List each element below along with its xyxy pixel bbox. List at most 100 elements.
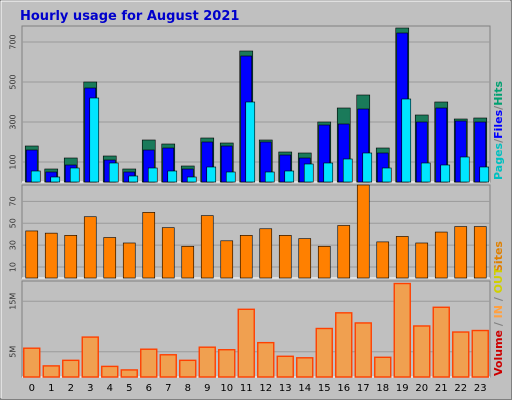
x-tick-label: 22: [454, 383, 467, 394]
volume-bar: [276, 355, 294, 378]
x-tick-label: 14: [298, 383, 311, 394]
panel-1-ytick-label: 50: [9, 218, 18, 228]
pages-bar: [342, 158, 353, 183]
sites-bar: [395, 236, 409, 279]
x-tick-label: 7: [165, 383, 171, 394]
x-tick-label: 11: [240, 383, 253, 394]
x-tick-label: 17: [357, 383, 370, 394]
volume-bar: [335, 312, 353, 378]
panel-0: 100 300 500 700: [9, 25, 491, 183]
sites-bar: [356, 184, 370, 279]
volume-bar: [432, 306, 450, 378]
x-tick-label: 8: [185, 383, 191, 394]
pages-bar: [186, 176, 197, 183]
side-label-2: Volume / IN / OUT: [492, 267, 505, 376]
pages-bar: [284, 170, 295, 183]
legend-separator: /: [492, 293, 505, 305]
sites-bar: [239, 235, 253, 279]
legend-separator: /: [492, 138, 505, 143]
panel-1-ytick-label: 10: [9, 262, 18, 272]
pages-bar: [225, 171, 236, 183]
x-tick-label: 3: [87, 383, 93, 394]
x-tick-label: 1: [48, 383, 54, 394]
sites-bar: [161, 227, 175, 279]
volume-bar: [393, 282, 411, 378]
pages-bar: [206, 166, 217, 183]
panel-0-ytick-label: 100: [9, 154, 18, 169]
pages-bar: [479, 166, 490, 183]
sites-bar: [434, 231, 448, 279]
x-axis: 0 1 2 3 4 5 6 7 8 9 10 11 12 13 14 15 16 17 18 19 20 21 22 23: [29, 383, 487, 394]
panel-0-ytick-label: 500: [9, 74, 18, 89]
volume-bar: [42, 365, 60, 378]
pages-bar: [147, 167, 158, 183]
volume-bar: [159, 354, 177, 378]
x-tick-label: 2: [68, 383, 74, 394]
panel-0-ytick-label: 700: [9, 34, 18, 49]
legend-separator: /: [492, 318, 505, 330]
x-tick-label: 0: [29, 383, 35, 394]
volume-bar: [198, 346, 216, 378]
panel-1: 10 30 50 70: [9, 184, 491, 279]
sites-bar: [454, 226, 468, 279]
sites-bar: [259, 228, 273, 279]
volume-bar: [471, 329, 489, 378]
pages-bar: [108, 162, 119, 183]
side-label-0-text: Pages/Files/Hits: [492, 81, 505, 180]
pages-bar: [381, 167, 392, 183]
sites-legend-label: Sites: [492, 241, 505, 272]
sites-bar: [181, 245, 195, 279]
pages-bar: [459, 156, 470, 183]
volume-bar: [179, 359, 197, 378]
pages-bar: [30, 170, 41, 183]
x-tick-label: 5: [126, 383, 132, 394]
sites-bar: [220, 240, 234, 279]
out-legend-label: OUT: [492, 267, 505, 293]
sites-bar: [298, 238, 312, 279]
side-label-2-text: Volume / IN / OUT: [492, 267, 505, 376]
x-tick-label: 16: [337, 383, 350, 394]
pages-bar: [167, 170, 178, 183]
panel-1-ytick-label: 30: [9, 240, 18, 250]
panel-1-ytick-label: 70: [9, 196, 18, 206]
x-tick-label: 19: [396, 383, 409, 394]
volume-bar: [81, 336, 99, 378]
volume-legend-label: Volume: [492, 330, 505, 376]
x-tick-label: 20: [415, 383, 428, 394]
volume-bar: [374, 356, 392, 378]
sites-bar: [64, 235, 78, 279]
pages-bar: [264, 171, 275, 183]
sites-bar: [103, 237, 117, 279]
files-legend-label: Files: [492, 109, 505, 139]
panel-2-ytick-label: 15M: [9, 293, 18, 310]
volume-bar: [452, 331, 470, 378]
x-tick-label: 10: [220, 383, 233, 394]
pages-bar: [323, 162, 334, 183]
sites-bar: [278, 235, 292, 279]
panel-0-ytick-label: 300: [9, 114, 18, 129]
pages-bar: [50, 176, 61, 183]
volume-bar: [23, 347, 41, 378]
pages-bar: [440, 164, 451, 183]
x-tick-label: 18: [376, 383, 389, 394]
sites-bar: [83, 216, 97, 279]
volume-bar: [257, 341, 275, 378]
x-tick-label: 23: [474, 383, 487, 394]
sites-bar: [122, 242, 136, 279]
x-tick-label: 4: [107, 383, 113, 394]
x-tick-label: 12: [259, 383, 272, 394]
pages-legend-label: Pages: [492, 142, 505, 180]
panel-2: 5M 15M: [9, 280, 491, 378]
volume-bar: [237, 308, 255, 378]
pages-bar: [362, 152, 373, 183]
pages-bar: [401, 98, 412, 183]
in-legend-label: IN: [492, 305, 505, 318]
x-tick-label: 9: [204, 383, 210, 394]
x-tick-label: 15: [318, 383, 331, 394]
volume-bar: [101, 365, 119, 378]
sites-bar: [25, 230, 39, 279]
volume-bar: [354, 322, 372, 378]
